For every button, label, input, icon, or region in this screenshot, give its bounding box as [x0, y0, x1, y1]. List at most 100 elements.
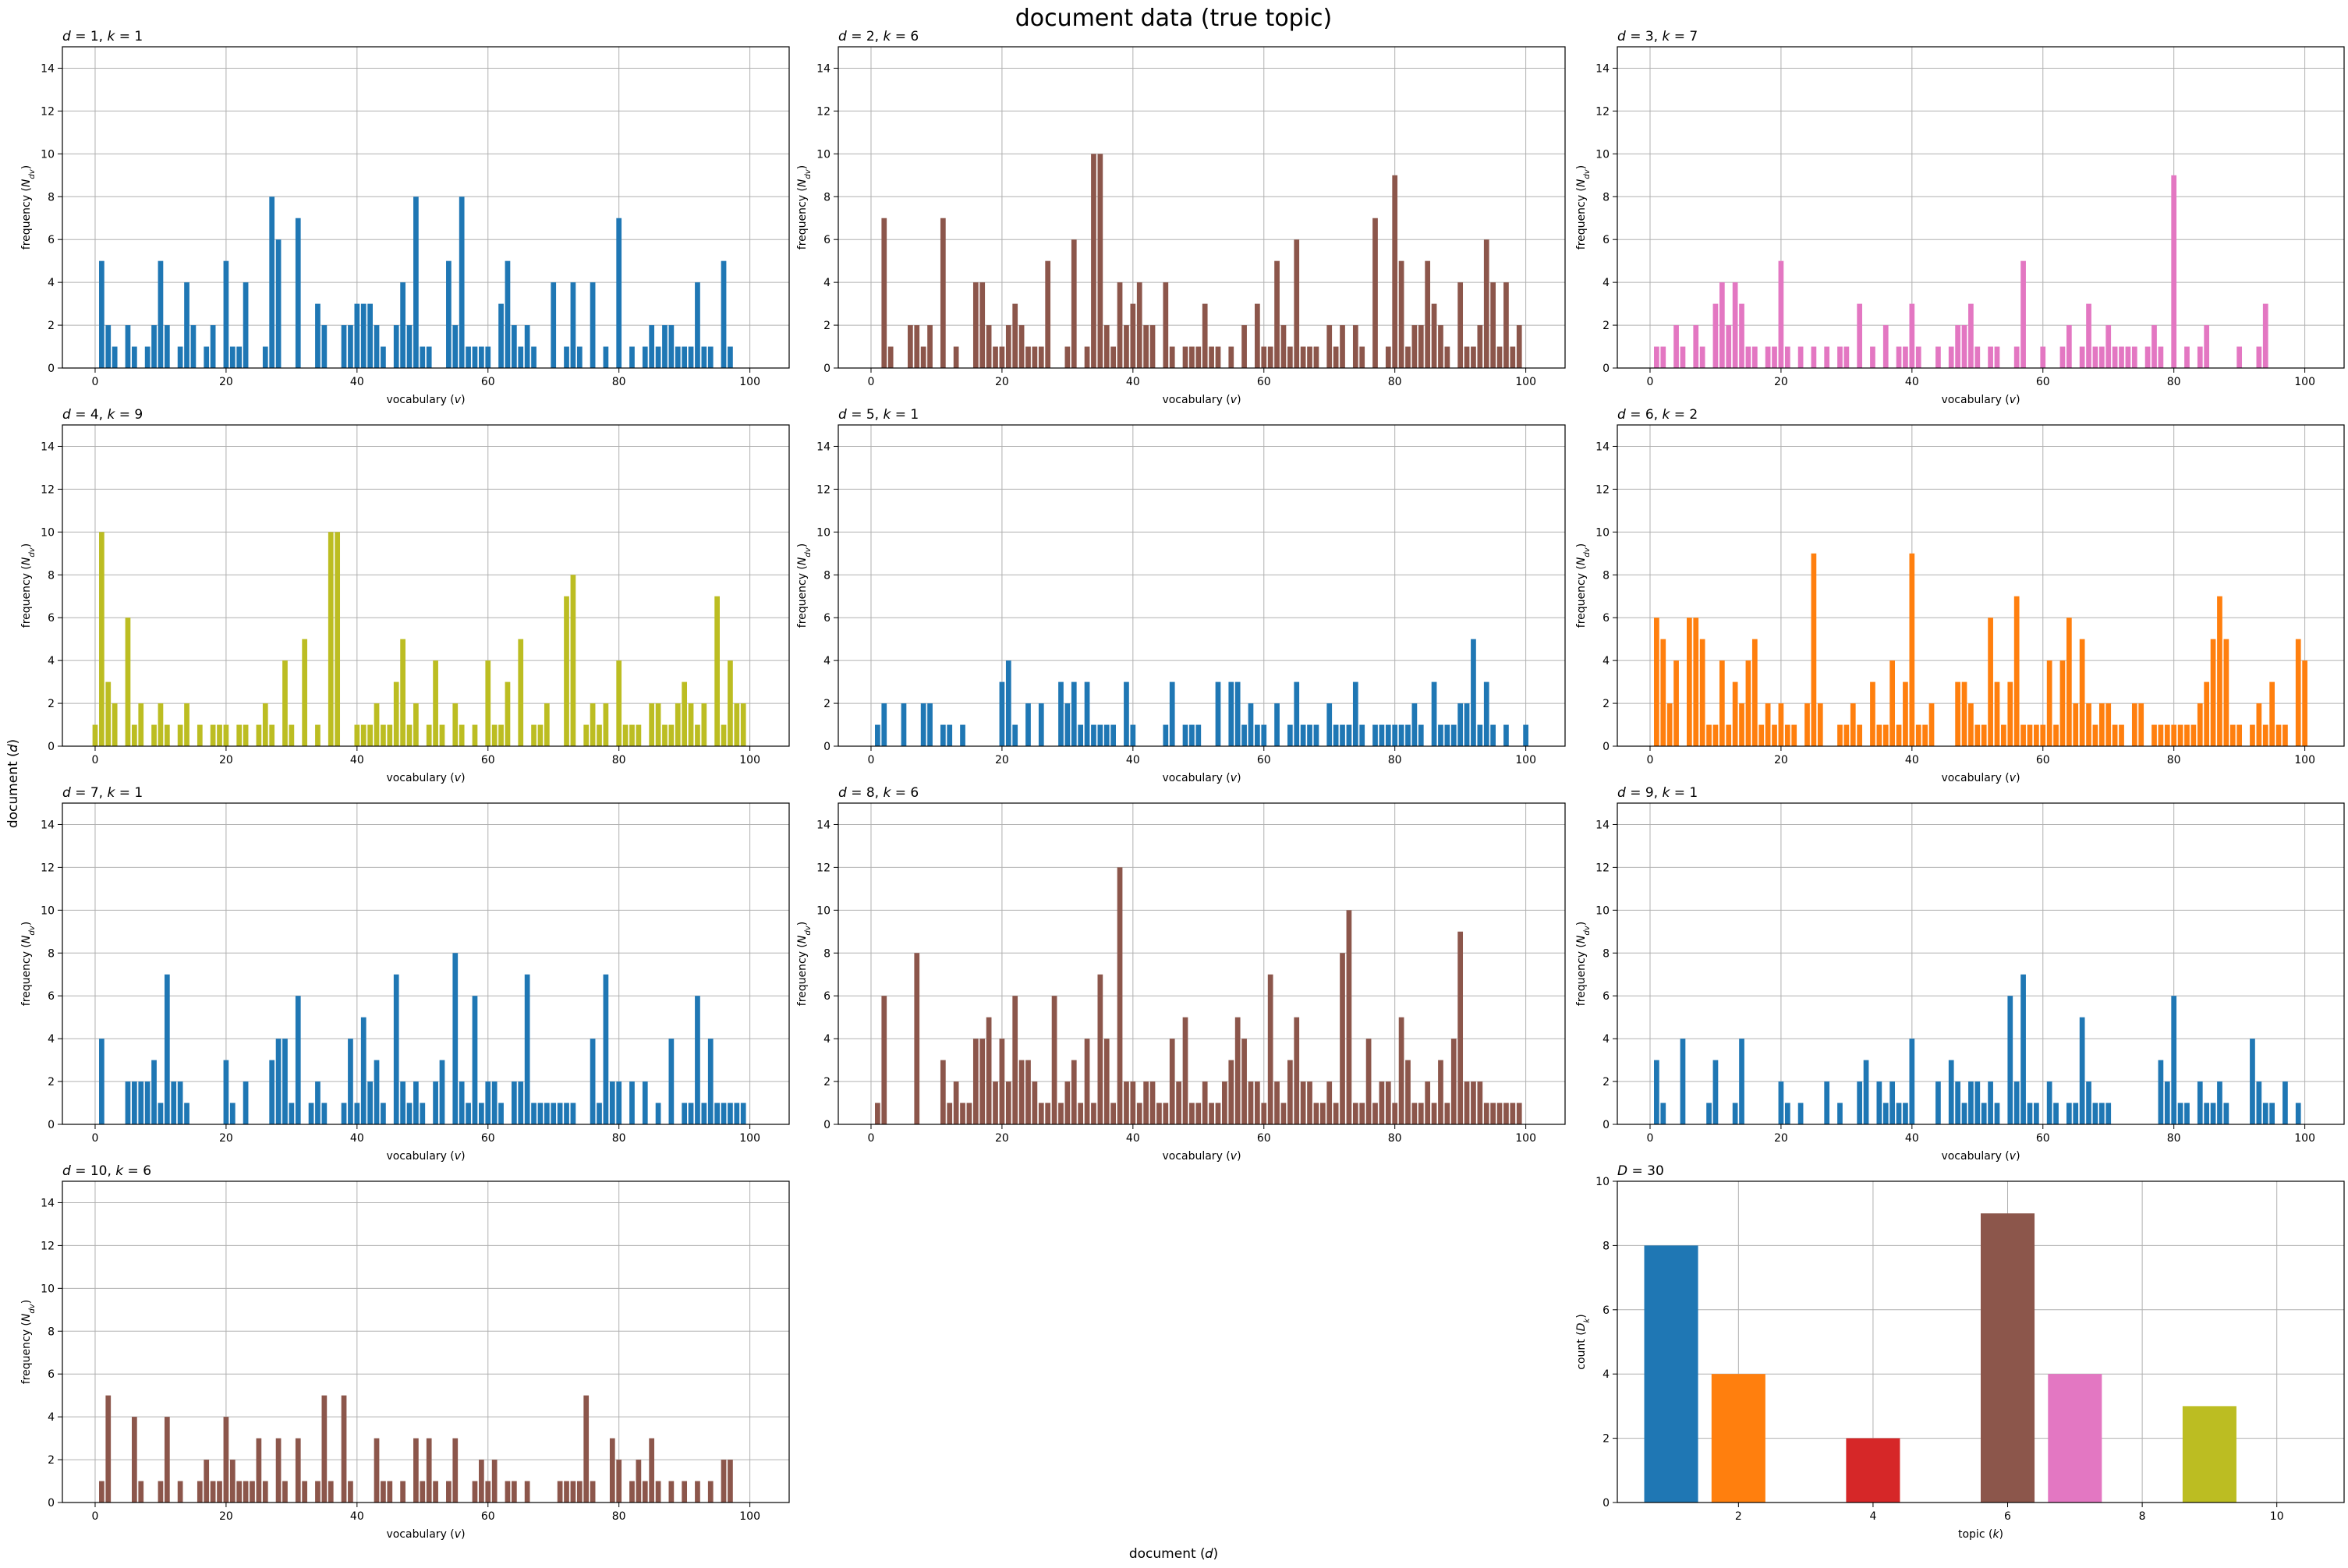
bar-v-65	[2073, 1103, 2079, 1124]
bar-v-13	[177, 1481, 183, 1503]
bar-v-2	[1660, 639, 1666, 746]
x-tick-label: 100	[739, 754, 760, 766]
bar-v-58	[472, 346, 478, 368]
bar-v-94	[707, 346, 714, 368]
bar-v-78	[603, 346, 609, 368]
bar-v-30	[1843, 724, 1850, 746]
bar-v-74	[1352, 681, 1358, 746]
x-tick-label: 60	[481, 754, 495, 766]
bar-v-70	[1326, 703, 1333, 746]
bar-v-42	[367, 303, 373, 368]
axes-frame	[838, 802, 1566, 1125]
bar-v-34	[315, 303, 321, 368]
bar-v-41	[1915, 346, 1921, 368]
bar-v-21	[1784, 1103, 1790, 1124]
y-tick-label: 6	[48, 990, 55, 1003]
bar-v-25	[1811, 553, 1817, 746]
subplot-6: 0 20 40 60 80 100 0 2 4 6 8 10 12 14 d = 6, k = 2 vocab…	[1575, 407, 2345, 784]
bar-v-64	[1287, 1060, 1293, 1124]
bar-v-1	[99, 260, 104, 368]
bar-v-13	[1732, 681, 1738, 746]
bar-v-13	[953, 1081, 959, 1124]
bar-v-14	[1739, 703, 1744, 746]
x-tick-label: 80	[612, 1132, 626, 1145]
bar-v-26	[262, 346, 268, 368]
bar-v-39	[1124, 681, 1129, 746]
subplot-title: d = 2, k = 6	[838, 29, 919, 44]
y-tick-label: 8	[48, 191, 55, 204]
bar-v-67	[531, 1103, 537, 1124]
bar-v-76	[590, 1481, 596, 1503]
bar-v-66	[2079, 346, 2085, 368]
bar-v-79	[1385, 346, 1391, 368]
bar-v-58	[1248, 1081, 1254, 1124]
bar-v-20	[223, 1060, 229, 1124]
bar-v-72	[1340, 724, 1345, 746]
bar-v-85	[2204, 681, 2210, 746]
bar-v-32	[1857, 303, 1863, 368]
bar-v-74	[576, 1481, 583, 1503]
bar-v-99	[1516, 1103, 1522, 1124]
bar-v-100	[2302, 660, 2307, 746]
bar-v-59	[1255, 303, 1260, 368]
bar-v-14	[184, 1103, 189, 1124]
bar-v-65	[1294, 681, 1300, 746]
bar-v-59	[1255, 724, 1260, 746]
x-tick-label: 60	[1257, 376, 1271, 388]
bar-v-70	[2105, 703, 2112, 746]
bar-v-90	[682, 1481, 688, 1503]
bar-v-26	[262, 703, 268, 746]
bar-v-66	[524, 325, 530, 368]
bar-v-85	[649, 703, 655, 746]
subplot-title: d = 8, k = 6	[838, 785, 919, 801]
bar-v-49	[413, 196, 419, 368]
y-tick-label: 8	[1603, 947, 1610, 960]
bar-v-25	[1032, 346, 1038, 368]
bar-topic-9	[2182, 1406, 2236, 1503]
bar-v-62	[2053, 724, 2059, 746]
bar-v-40	[1909, 1039, 1915, 1124]
bar-v-35	[1097, 974, 1103, 1124]
bar-v-60	[485, 660, 491, 746]
bar-v-93	[701, 346, 707, 368]
x-tick-label: 100	[2294, 1132, 2315, 1145]
bar-v-10	[158, 1103, 164, 1124]
y-tick-label: 10	[1595, 148, 1610, 161]
subplot-title: d = 6, k = 2	[1617, 407, 1698, 423]
bar-v-61	[1267, 974, 1273, 1124]
bar-v-54	[446, 1481, 452, 1503]
bar-v-45	[1163, 282, 1169, 368]
y-tick-label: 0	[1603, 741, 1610, 753]
bar-v-22	[1012, 724, 1018, 746]
bar-v-1	[99, 532, 104, 746]
bar-v-72	[564, 346, 569, 368]
y-tick-label: 4	[48, 655, 55, 667]
bar-v-13	[177, 346, 183, 368]
subplot-title: d = 7, k = 1	[62, 785, 143, 801]
bar-v-68	[537, 724, 544, 746]
bar-v-40	[1130, 1081, 1136, 1124]
bar-v-29	[1058, 681, 1064, 746]
x-tick-label: 20	[1774, 1132, 1788, 1145]
x-tick-label: 40	[1126, 754, 1140, 766]
bar-v-9	[927, 703, 933, 746]
bar-v-44	[381, 1481, 386, 1503]
bar-v-61	[491, 1460, 498, 1503]
bar-v-1	[875, 724, 880, 746]
bar-v-83	[1411, 1103, 1418, 1124]
bar-v-53	[439, 1060, 445, 1124]
bar-v-18	[986, 1017, 992, 1124]
bar-v-90	[2236, 724, 2243, 746]
bar-v-43	[374, 1060, 380, 1124]
bar-v-65	[518, 1081, 524, 1124]
bar-v-75	[1359, 346, 1365, 368]
bar-v-11	[1719, 660, 1725, 746]
bar-v-20	[1778, 703, 1784, 746]
bar-v-84	[2197, 346, 2203, 368]
bar-v-38	[341, 1103, 347, 1124]
bar-v-79	[1385, 724, 1391, 746]
y-tick-label: 4	[823, 277, 830, 289]
bar-v-15	[1745, 660, 1751, 746]
bar-v-16	[972, 282, 979, 368]
bar-topic-6	[1981, 1213, 2035, 1503]
